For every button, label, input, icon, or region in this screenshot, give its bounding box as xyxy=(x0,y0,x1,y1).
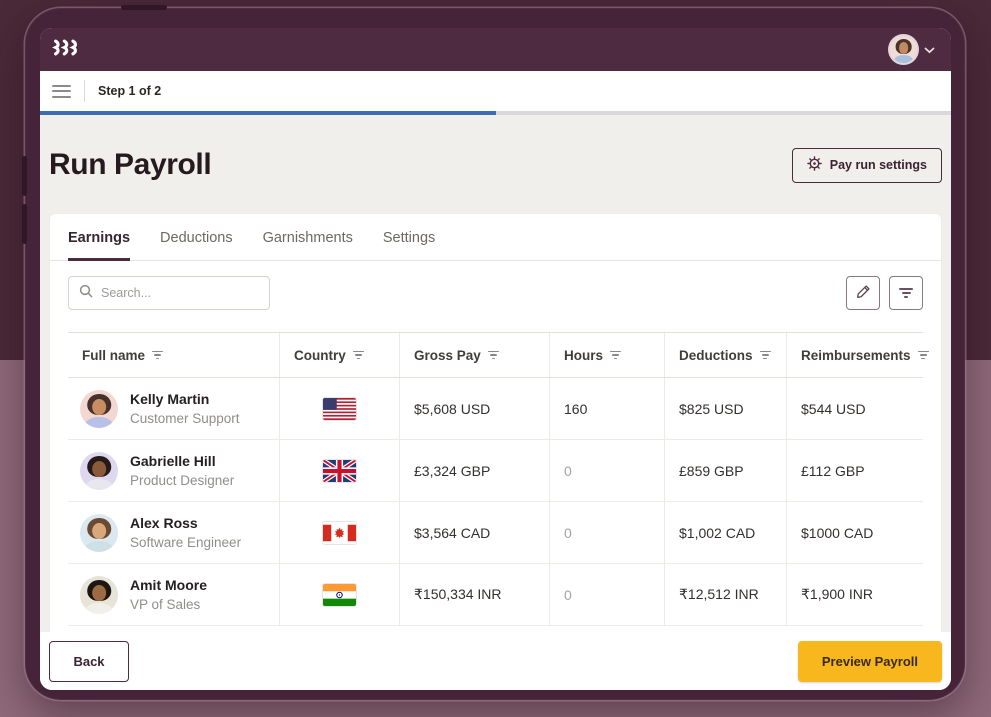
table-row[interactable]: Kelly Martin Customer Support $5,608 USD… xyxy=(68,378,923,440)
tab-settings[interactable]: Settings xyxy=(382,230,436,246)
footer-bar: Back Preview Payroll xyxy=(40,632,951,690)
employee-name: Kelly Martin xyxy=(130,391,210,408)
page-title: Run Payroll xyxy=(49,148,212,181)
employee-name: Gabrielle Hill xyxy=(130,453,216,470)
main-content: Run Payroll Pay run settings Earnings xyxy=(40,115,951,632)
search-box[interactable] xyxy=(68,276,270,310)
step-label: Step 1 of 2 xyxy=(98,84,162,98)
column-header-deductions[interactable]: Deductions xyxy=(664,333,786,377)
chevron-down-icon[interactable] xyxy=(924,41,935,59)
pay-run-settings-button[interactable]: Pay run settings xyxy=(791,147,942,183)
flag-uk-icon xyxy=(323,459,356,482)
payroll-table: Full name Country Gross Pay Hours Deduct… xyxy=(68,332,929,626)
employee-cell: Gabrielle Hill Product Designer xyxy=(68,440,279,501)
employee-role: VP of Sales xyxy=(130,597,201,613)
gear-icon xyxy=(806,156,822,174)
rippling-logo-icon xyxy=(52,39,83,61)
country-cell xyxy=(279,564,399,625)
tablet-volume-button xyxy=(22,156,27,196)
tab-bar: Earnings Deductions Garnishments Setting… xyxy=(50,214,941,261)
filter-button[interactable] xyxy=(889,276,923,310)
divider xyxy=(84,80,85,102)
avatar xyxy=(80,451,118,490)
column-header-hours[interactable]: Hours xyxy=(549,333,664,377)
employee-role: Customer Support xyxy=(130,411,240,427)
search-input[interactable] xyxy=(101,286,259,300)
hours-cell: 0 xyxy=(549,502,664,563)
hours-cell: 160 xyxy=(549,378,664,439)
employee-role: Software Engineer xyxy=(130,535,242,551)
tab-garnishments[interactable]: Garnishments xyxy=(262,230,353,246)
employee-cell: Amit Moore VP of Sales xyxy=(68,564,279,625)
deductions-cell: ₹12,512 INR xyxy=(664,564,786,625)
search-icon xyxy=(79,284,93,303)
deductions-cell: $1,002 CAD xyxy=(664,502,786,563)
column-filter-icon[interactable] xyxy=(152,350,164,360)
hours-cell: 0 xyxy=(549,440,664,501)
tablet-frame: Step 1 of 2 Run Payroll Pay run s xyxy=(22,5,965,700)
menu-icon[interactable] xyxy=(52,84,71,98)
tab-earnings[interactable]: Earnings xyxy=(68,214,131,261)
employee-cell: Alex Ross Software Engineer xyxy=(68,502,279,563)
avatar xyxy=(80,513,118,552)
reimbursements-cell: ₹1,900 INR xyxy=(786,564,923,625)
table-row[interactable]: Alex Ross Software Engineer $3,564 CAD 0… xyxy=(68,502,923,564)
filter-icon xyxy=(899,288,913,298)
gross-pay-cell: £3,324 GBP xyxy=(399,440,549,501)
country-cell xyxy=(279,502,399,563)
tablet-power-button xyxy=(121,5,167,10)
preview-payroll-button[interactable]: Preview Payroll xyxy=(797,640,942,682)
user-avatar[interactable] xyxy=(890,36,917,63)
payroll-card: Earnings Deductions Garnishments Setting… xyxy=(49,213,942,632)
column-filter-icon[interactable] xyxy=(352,350,364,360)
progress-fill xyxy=(40,111,496,115)
column-header-reimbursements[interactable]: Reimbursements xyxy=(786,333,929,377)
column-header-country[interactable]: Country xyxy=(279,333,399,377)
employee-name: Alex Ross xyxy=(130,515,198,532)
tab-deductions[interactable]: Deductions xyxy=(160,230,233,246)
country-cell xyxy=(279,378,399,439)
employee-role: Product Designer xyxy=(130,473,235,489)
gross-pay-cell: ₹150,334 INR xyxy=(399,564,549,625)
avatar xyxy=(80,575,118,614)
column-filter-icon[interactable] xyxy=(917,350,929,360)
deductions-cell: $825 USD xyxy=(664,378,786,439)
flag-us-icon xyxy=(323,397,356,420)
app-top-bar xyxy=(40,28,951,71)
table-body: Kelly Martin Customer Support $5,608 USD… xyxy=(68,378,923,626)
reimbursements-cell: £112 GBP xyxy=(786,440,923,501)
pay-run-settings-label: Pay run settings xyxy=(829,158,927,172)
avatar xyxy=(80,389,118,428)
column-filter-icon[interactable] xyxy=(610,350,622,360)
table-row[interactable]: Gabrielle Hill Product Designer £3,324 G… xyxy=(68,440,923,502)
gross-pay-cell: $3,564 CAD xyxy=(399,502,549,563)
back-button[interactable]: Back xyxy=(49,640,129,682)
user-menu[interactable] xyxy=(890,36,935,63)
table-header: Full name Country Gross Pay Hours Deduct… xyxy=(68,332,929,378)
reimbursements-cell: $544 USD xyxy=(786,378,923,439)
deductions-cell: £859 GBP xyxy=(664,440,786,501)
progress-bar xyxy=(40,111,951,115)
tablet-volume-button xyxy=(22,204,27,244)
column-header-gross-pay[interactable]: Gross Pay xyxy=(399,333,549,377)
pencil-icon xyxy=(856,284,871,302)
reimbursements-cell: $1000 CAD xyxy=(786,502,923,563)
column-header-full-name[interactable]: Full name xyxy=(68,333,279,377)
edit-button[interactable] xyxy=(846,276,880,310)
app-window: Step 1 of 2 Run Payroll Pay run s xyxy=(40,28,951,690)
column-filter-icon[interactable] xyxy=(759,350,771,360)
hours-cell: 0 xyxy=(549,564,664,625)
employee-cell: Kelly Martin Customer Support xyxy=(68,378,279,439)
column-filter-icon[interactable] xyxy=(487,350,499,360)
country-cell xyxy=(279,440,399,501)
table-row[interactable]: Amit Moore VP of Sales ₹150,334 INR 0 ₹1… xyxy=(68,564,923,626)
flag-india-icon xyxy=(323,583,356,606)
employee-name: Amit Moore xyxy=(130,577,207,594)
flag-canada-icon xyxy=(323,524,356,541)
gross-pay-cell: $5,608 USD xyxy=(399,378,549,439)
step-toolbar: Step 1 of 2 xyxy=(40,71,951,111)
